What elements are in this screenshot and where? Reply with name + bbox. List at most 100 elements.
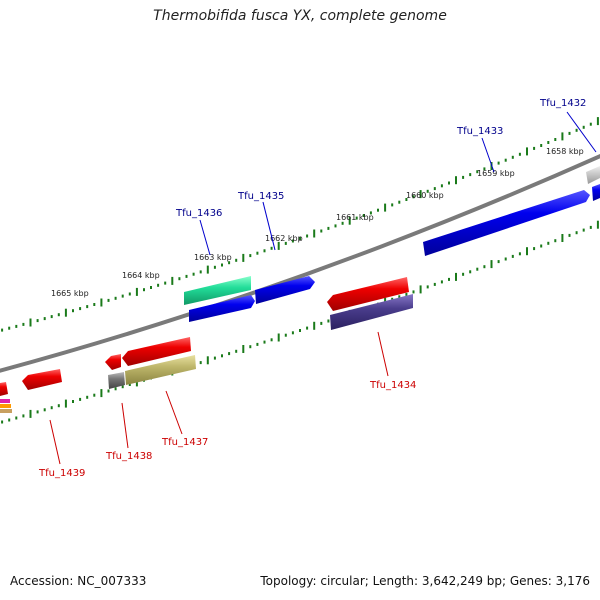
cds-reverse[interactable]: [0, 399, 10, 403]
minor-tick: [291, 331, 294, 335]
cds-reverse[interactable]: [108, 372, 125, 389]
minor-tick: [589, 225, 592, 229]
minor-tick: [391, 203, 394, 207]
minor-tick: [448, 181, 450, 185]
cds-reverse[interactable]: [105, 354, 121, 370]
gene-label[interactable]: Tfu_1433: [456, 126, 503, 137]
leader-line: [262, 201, 276, 251]
major-tick: [277, 241, 280, 250]
minor-tick: [192, 272, 195, 276]
minor-tick: [582, 228, 585, 232]
major-tick: [561, 132, 564, 141]
cds-reverse[interactable]: [125, 355, 196, 385]
major-tick: [242, 345, 245, 353]
minor-tick: [398, 200, 401, 204]
cds-reverse[interactable]: [122, 337, 191, 366]
leader-line: [121, 402, 129, 449]
genome-stats-text: Topology: circular; Length: 3,642,249 bp…: [260, 574, 590, 588]
cds-reverse[interactable]: [330, 294, 413, 330]
minor-tick: [589, 122, 592, 126]
minor-tick: [15, 416, 18, 420]
minor-tick: [8, 326, 11, 330]
cds-reverse[interactable]: [0, 382, 8, 396]
minor-tick: [107, 389, 110, 393]
minor-tick: [362, 214, 365, 217]
major-tick: [100, 389, 103, 398]
minor-tick: [121, 294, 124, 298]
gene-label[interactable]: Tfu_1438: [105, 451, 152, 462]
minor-tick: [57, 313, 60, 317]
minor-tick: [143, 288, 145, 292]
minor-tick: [15, 324, 18, 328]
minor-tick: [36, 319, 39, 323]
minor-tick: [497, 260, 500, 264]
cds-reverse[interactable]: [0, 404, 11, 408]
cds-forward[interactable]: [586, 166, 600, 184]
minor-tick: [504, 158, 507, 162]
minor-tick: [518, 252, 521, 256]
cds-forward[interactable]: [592, 184, 600, 201]
minor-tick: [43, 317, 46, 321]
minor-tick: [79, 307, 82, 311]
minor-tick: [299, 237, 301, 240]
cds-reverse[interactable]: [0, 409, 12, 413]
major-tick: [100, 298, 103, 307]
minor-tick: [405, 198, 408, 201]
minor-tick: [93, 303, 96, 306]
cds-reverse[interactable]: [327, 277, 409, 311]
leader-line: [165, 390, 183, 435]
major-tick: [419, 190, 422, 199]
minor-tick: [433, 282, 436, 286]
minor-tick: [568, 233, 571, 237]
minor-tick: [221, 263, 223, 267]
minor-tick: [554, 138, 557, 141]
minor-tick: [582, 125, 585, 129]
minor-tick: [86, 395, 89, 399]
minor-tick: [199, 270, 202, 274]
gene-label[interactable]: Tfu_1439: [38, 468, 85, 479]
cds-forward[interactable]: [189, 295, 255, 322]
cds-forward[interactable]: [255, 276, 315, 304]
minor-tick: [320, 229, 323, 233]
minor-tick: [575, 128, 578, 132]
leader-line: [49, 419, 61, 465]
major-tick: [490, 260, 493, 269]
gene-label[interactable]: Tfu_1437: [161, 437, 208, 448]
minor-tick: [547, 141, 550, 144]
gene-label[interactable]: Tfu_1435: [237, 191, 284, 202]
minor-tick: [426, 285, 429, 289]
minor-tick: [213, 356, 216, 360]
minor-tick: [72, 309, 74, 313]
minor-tick: [483, 265, 486, 269]
cds-reverse[interactable]: [22, 369, 62, 390]
cds-forward[interactable]: [423, 190, 590, 256]
minor-tick: [22, 414, 25, 418]
minor-tick: [185, 274, 188, 278]
accession-text: Accession: NC_007333: [10, 574, 147, 588]
gene-label[interactable]: Tfu_1436: [175, 208, 222, 219]
minor-tick: [284, 241, 287, 245]
minor-tick: [433, 187, 436, 191]
major-tick: [29, 318, 32, 327]
minor-tick: [412, 195, 415, 199]
minor-tick: [213, 265, 216, 269]
minor-tick: [426, 189, 429, 193]
cds-forward[interactable]: [184, 276, 251, 305]
gene-label[interactable]: Tfu_1432: [539, 98, 586, 109]
minor-tick: [440, 184, 443, 188]
minor-tick: [299, 329, 301, 332]
minor-tick: [157, 283, 160, 287]
minor-tick: [518, 152, 521, 156]
major-tick: [455, 176, 457, 185]
minor-tick: [533, 247, 536, 251]
minor-tick: [540, 244, 543, 248]
major-tick: [135, 287, 138, 296]
minor-tick: [398, 295, 401, 299]
gene-label[interactable]: Tfu_1434: [369, 380, 416, 391]
major-tick: [64, 399, 67, 408]
kbp-label: 1663 kbp: [194, 253, 232, 262]
major-tick: [596, 220, 599, 229]
major-tick: [596, 117, 599, 126]
minor-tick: [256, 342, 259, 346]
